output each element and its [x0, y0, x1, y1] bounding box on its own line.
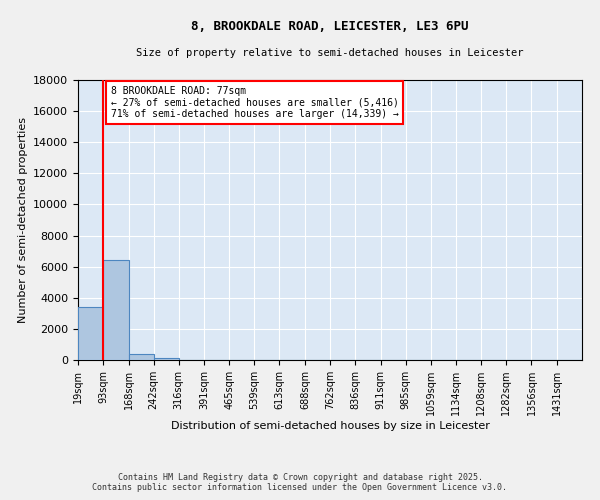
Bar: [78, 307, 103, 360]
Bar: [128, 354, 154, 360]
Bar: [154, 358, 179, 360]
Text: Contains HM Land Registry data © Crown copyright and database right 2025.
Contai: Contains HM Land Registry data © Crown c…: [92, 473, 508, 492]
Text: 8 BROOKDALE ROAD: 77sqm
← 27% of semi-detached houses are smaller (5,416)
71% of: 8 BROOKDALE ROAD: 77sqm ← 27% of semi-de…: [110, 86, 398, 120]
Text: Size of property relative to semi-detached houses in Leicester: Size of property relative to semi-detach…: [136, 48, 524, 58]
Y-axis label: Number of semi-detached properties: Number of semi-detached properties: [17, 117, 28, 323]
X-axis label: Distribution of semi-detached houses by size in Leicester: Distribution of semi-detached houses by …: [170, 421, 490, 431]
Bar: [103, 260, 128, 360]
Text: 8, BROOKDALE ROAD, LEICESTER, LE3 6PU: 8, BROOKDALE ROAD, LEICESTER, LE3 6PU: [191, 20, 469, 33]
